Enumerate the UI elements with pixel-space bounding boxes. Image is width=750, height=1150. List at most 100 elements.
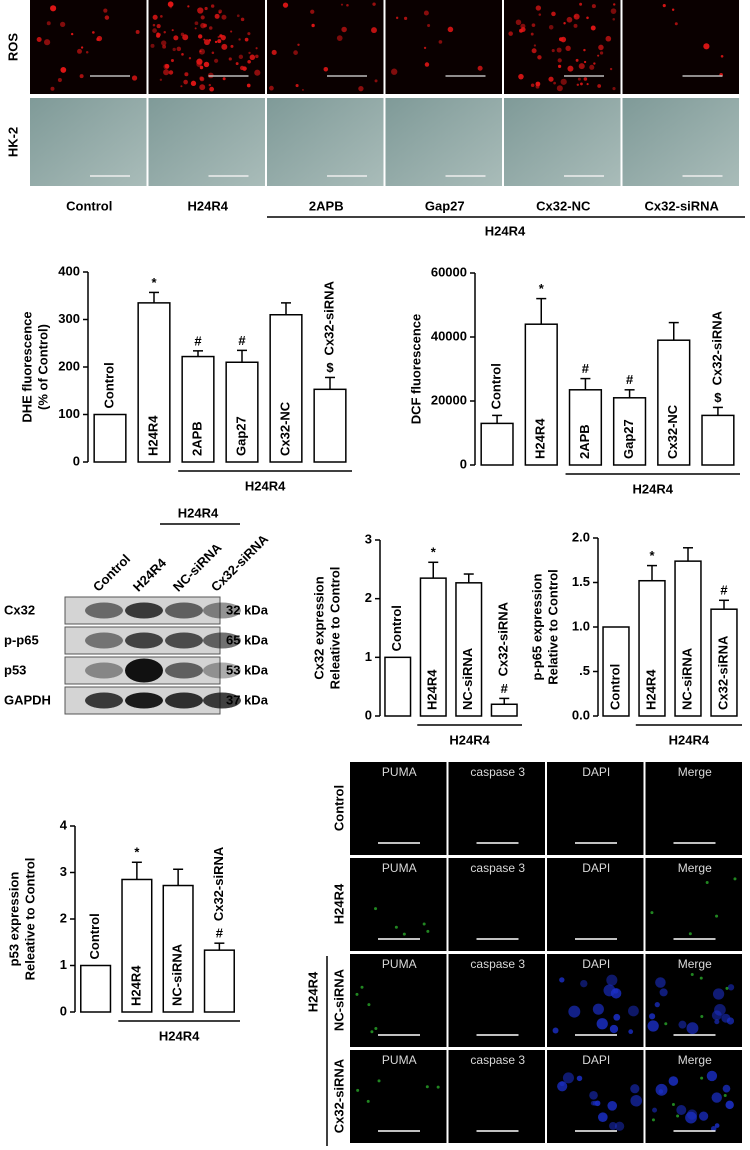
ros-cell [537,55,542,60]
nucleus [727,984,735,991]
ros-cell [199,65,204,70]
ros-cell [371,27,377,34]
nucleus [628,1029,634,1035]
ros-cell [209,86,215,92]
ros-cell [173,35,179,41]
blot-band [85,692,123,709]
ros-cell [577,77,581,81]
ros-cell [530,32,534,36]
ros-cell [183,79,188,85]
nucleus [658,1089,664,1094]
ros-cell [184,72,189,77]
y-tick-label: 3 [365,531,372,546]
ros-cell [217,39,222,44]
ros-cell [703,43,710,50]
nucleus [698,1111,709,1121]
bar-label: Cx32-siRNA [496,601,511,676]
size-label: 65 kDa [226,632,269,647]
nucleus [609,1121,617,1130]
nucleus [557,1081,568,1092]
significance-mark: $ [326,360,334,375]
ros-cell [152,14,158,20]
ros-cell [613,3,616,6]
hk2-image [267,98,384,186]
puma-signal [715,914,719,918]
ros-cell [60,67,67,73]
nucleus [552,1027,559,1034]
ros-cell [50,86,55,91]
ros-cell [230,44,234,48]
ros-cell [204,6,208,11]
nucleus [676,1105,687,1115]
ros-cell [160,15,163,18]
ros-cell [254,69,261,76]
nucleus [686,1109,698,1120]
nucleus [668,1076,679,1086]
ros-image [622,0,739,94]
ros-cell [135,29,140,34]
ros-cell [167,1,174,8]
protein-label: p53 [4,662,26,677]
stain-label: Merge [678,957,712,971]
bar-label: Cx32-NC [277,401,292,456]
blot-band [203,692,241,709]
nucleus [592,1003,604,1015]
ros-cell [247,60,251,64]
bar [384,656,412,717]
ros-cell [557,58,562,63]
ros-cell [573,13,580,20]
column-label: Gap27 [425,198,465,213]
ros-cell [297,43,300,46]
y-tick-label: 0 [60,1003,67,1018]
y-tick-label: 400 [58,263,80,278]
ros-cell [576,83,580,86]
ros-cell [163,69,170,76]
ros-cell [586,16,589,20]
if-image [645,858,742,951]
puma-signal [700,1014,704,1018]
size-label: 32 kDa [226,602,269,617]
puma-signal [370,1030,374,1034]
ros-cell [598,44,604,51]
stain-label: DAPI [582,957,610,971]
if-image [547,762,644,855]
significance-mark: * [431,545,437,560]
if-image [448,762,545,855]
column-label: Control [66,198,112,213]
significance-mark: # [582,361,590,376]
ros-cell [573,23,578,28]
nucleus [597,1112,608,1122]
bar [137,302,171,463]
bar [480,422,514,466]
ros-cell [103,8,108,13]
blot-band [165,632,203,649]
stain-label: PUMA [382,957,417,971]
puma-signal [402,932,406,936]
ros-cell [580,82,583,86]
ros-cell [538,13,542,16]
bar-label: Control [489,363,504,409]
if-image [547,858,644,951]
if-image [350,1050,447,1143]
puma-signal [394,925,398,929]
y-tick-label: 60000 [431,264,467,279]
hk2-image [30,98,147,186]
bar-label: Control [101,362,116,408]
ros-cell [79,74,84,79]
ros-cell [180,85,183,88]
significance-mark: $ [714,390,722,405]
protein-label: GAPDH [4,692,51,707]
blot-band [125,658,163,683]
ros-cell [531,23,536,28]
ros-cell [214,58,219,63]
nucleus [592,1100,598,1106]
ros-cell [156,23,161,29]
ros-cell [438,40,443,44]
nucleus [614,1121,625,1131]
ros-cell [181,53,184,56]
ros-cell [447,26,454,33]
lane-label: H24R4 [130,555,170,595]
puma-signal [374,1026,378,1030]
ros-cell [565,45,571,52]
ros-image [30,0,147,94]
